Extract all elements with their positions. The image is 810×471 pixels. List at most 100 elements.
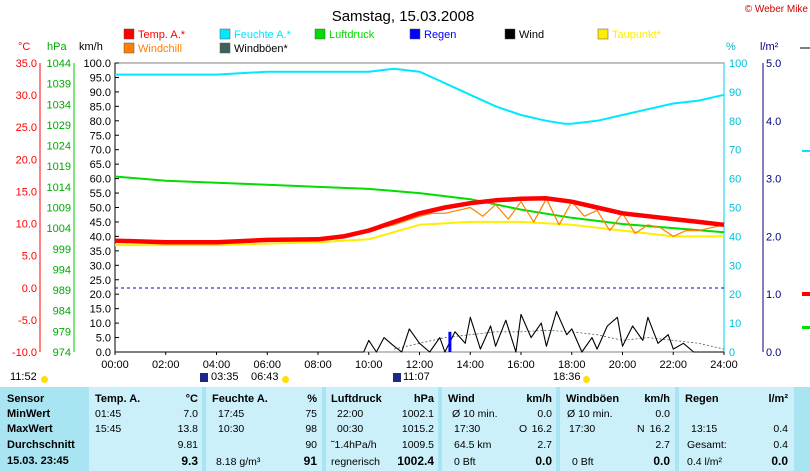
wind-tick-14: 30.0 (90, 260, 111, 272)
series-line-2 (114, 175, 725, 234)
time-tick-6: 12:00 (406, 359, 434, 371)
press-max-time: 00:30 (337, 423, 364, 435)
press-tick-1: 1039 (47, 79, 71, 91)
hum-unit: % (726, 41, 736, 53)
legend-label-0: Temp. A.* (138, 29, 186, 41)
temp-tick-7: 0.0 (22, 283, 37, 295)
series-group (114, 67, 725, 353)
time-tick-9: 18:00 (558, 359, 586, 371)
temp-min-val: 7.0 (183, 408, 198, 420)
series-line-5 (115, 310, 724, 353)
temp-tick-9: -10.0 (12, 347, 37, 359)
legend-swatch-1 (219, 28, 231, 40)
row-avg: Durchschnitt (7, 439, 75, 451)
press-tick-4: 1024 (47, 141, 71, 153)
wind-unit: km/h (79, 41, 103, 53)
wind-max-time: 17:30 (454, 423, 481, 435)
temp-tick-5: 10.0 (16, 219, 37, 231)
press-tick-13: 979 (53, 326, 71, 338)
time-tick-0: 00:00 (101, 359, 129, 371)
wind-tick-12: 40.0 (90, 231, 111, 243)
rain-tick-4: 1.0 (766, 289, 781, 301)
unit-press: hPa (413, 393, 434, 405)
hum-tick-3: 70 (729, 145, 741, 157)
press-avg-sub: ˜1.4hPa/h (331, 439, 377, 451)
hum-tick-4: 60 (729, 174, 741, 186)
time-tick-8: 16:00 (507, 359, 535, 371)
col-sensor-bg (0, 387, 86, 471)
gust-max-dir: N (637, 423, 645, 435)
time-tick-11: 22:00 (659, 359, 687, 371)
hum-tick-9: 10 (729, 318, 741, 330)
plot-area (114, 62, 725, 353)
press-tick-3: 1029 (47, 120, 71, 132)
col-press-bg (326, 387, 438, 471)
legend-label-3: Regen (424, 29, 456, 41)
gust-cur-val: 0.0 (653, 454, 670, 468)
unit-temp: °C (185, 393, 198, 405)
wind-tick-5: 75.0 (90, 130, 111, 142)
series-line-1 (115, 67, 725, 125)
hum-max-time: 10:30 (218, 423, 245, 435)
unit-wind: km/h (526, 393, 552, 405)
hdr-press: Luftdruck (331, 393, 382, 405)
press-tick-12: 984 (53, 306, 71, 318)
legend-swatch-5 (597, 28, 609, 40)
left-time: 11:52 (10, 371, 37, 383)
moonset-icon (200, 373, 208, 382)
series-line-0 (114, 196, 725, 245)
wind-avg-sub: 64.5 km (454, 439, 492, 451)
press-tick-14: 974 (53, 347, 71, 359)
temp-tick-1: 30.0 (16, 90, 37, 102)
press-tick-2: 1034 (47, 99, 71, 111)
hum-cur-sub: 8.18 g/m³ (216, 456, 261, 468)
hum-max-val: 98 (305, 423, 317, 435)
rain-tick-0: 5.0 (766, 58, 781, 70)
rain-tick-3: 2.0 (766, 231, 781, 243)
time-tick-5: 10:00 (355, 359, 383, 371)
chart-title: Samstag, 15.03.2008 (332, 8, 475, 25)
moonset-time: 03:35 (211, 371, 239, 383)
wind-max-val: 16.2 (531, 423, 552, 435)
gust-max-val: 16.2 (649, 423, 670, 435)
hum-tick-2: 80 (729, 116, 741, 128)
press-tick-5: 1019 (47, 161, 71, 173)
time-tick-7: 14:00 (456, 359, 484, 371)
press-tick-0: 1044 (47, 58, 71, 70)
col-wind-bg (442, 387, 556, 471)
legend-label-2: Luftdruck (329, 29, 375, 41)
rain-max-val: 0.4 (773, 423, 788, 435)
temp-tick-8: -5.0 (18, 315, 37, 327)
temp-max-val: 13.8 (177, 423, 198, 435)
hdr-sensor: Sensor (7, 393, 45, 405)
hum-min-time: 17:45 (218, 408, 245, 420)
hum-tick-8: 20 (729, 289, 741, 301)
legend: Temp. A.* Feuchte A.* Luftdruck Regen Wind Ta… (123, 28, 662, 55)
legend-swatch-2 (314, 28, 326, 40)
temp-tick-6: 5.0 (22, 251, 37, 263)
hdr-temp: Temp. A. (95, 393, 141, 405)
time-tick-12: 24:00 (710, 359, 738, 371)
temp-max-time: 15:45 (95, 423, 122, 435)
weather-chart: Samstag, 15.03.2008 © Weber Mike Temp. A… (12, 4, 810, 371)
hum-tick-1: 90 (729, 87, 741, 99)
legend-label-4: Wind (519, 29, 544, 41)
wind-tick-10: 50.0 (90, 203, 111, 215)
hum-min-val: 75 (305, 408, 317, 420)
legend-label-6: Windchill (138, 43, 182, 55)
legend-label-1: Feuchte A.* (234, 29, 292, 41)
wind-tick-6: 70.0 (90, 145, 111, 157)
press-min-time: 22:00 (337, 408, 364, 420)
hum-tick-7: 30 (729, 260, 741, 272)
gust-cur-sub: 0 Bft (572, 456, 594, 468)
press-max-val: 1015.2 (401, 423, 434, 435)
wind-tick-4: 80.0 (90, 116, 111, 128)
wind-tick-19: 5.0 (96, 333, 111, 345)
wind-tick-8: 60.0 (90, 174, 111, 186)
wind-tick-7: 65.0 (90, 159, 111, 171)
unit-rain: l/m² (768, 393, 788, 405)
rain-avg-sub: Gesamt: (687, 439, 727, 451)
wind-tick-3: 85.0 (90, 101, 111, 113)
temp-tick-3: 20.0 (16, 154, 37, 166)
series-line-4 (368, 198, 725, 237)
